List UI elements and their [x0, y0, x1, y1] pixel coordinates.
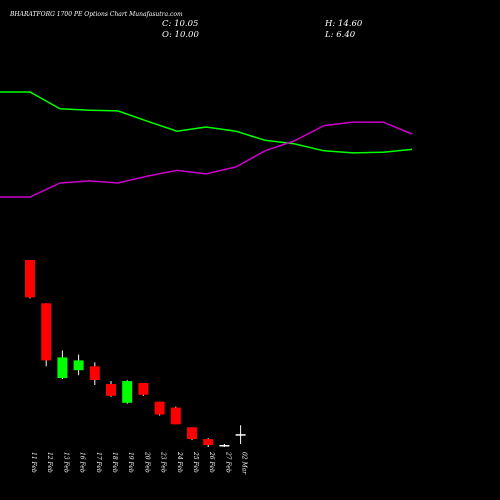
low-value: L: 6.40 — [325, 30, 356, 40]
candle-body — [57, 357, 68, 379]
candle — [122, 380, 133, 404]
candle-body — [235, 434, 246, 436]
chart-title: BHARATFORG 1700 PE Options Chart Munafas… — [10, 11, 183, 18]
x-tick-label: 19 Feb — [127, 452, 134, 473]
x-axis-ticks: 11 Feb 12 Feb 13 Feb 16 Feb 17 Feb 18 Feb 19 F… — [30, 451, 248, 475]
x-tick-label: 26 Feb — [208, 451, 215, 473]
candle — [89, 362, 100, 385]
candle — [41, 303, 52, 367]
x-tick-label: 27 Feb — [224, 451, 231, 473]
x-tick-label: 24 Feb — [176, 451, 183, 473]
x-tick-label: 13 Feb — [62, 452, 69, 473]
candle-body — [41, 303, 52, 361]
candle-body — [25, 260, 35, 298]
candle-body — [154, 401, 165, 415]
candle — [57, 350, 68, 380]
candle — [219, 444, 230, 447]
x-tick-label: 12 Feb — [46, 452, 53, 473]
candle-body — [219, 445, 230, 447]
ma-line-purple — [0, 121, 413, 198]
candle-body — [138, 383, 149, 395]
candle — [73, 354, 84, 376]
candle — [203, 438, 214, 447]
candle-body — [203, 439, 214, 445]
x-tick-label: 18 Feb — [111, 452, 118, 473]
candle — [106, 381, 116, 397]
ma-line-green — [0, 91, 413, 154]
candle — [138, 383, 149, 396]
candle — [154, 401, 165, 416]
candle-layer — [25, 260, 246, 447]
candle — [25, 260, 35, 299]
candle-body — [89, 366, 100, 381]
candle-body — [73, 360, 84, 371]
close-value: C: 10.05 — [162, 19, 199, 29]
candle-body — [187, 427, 197, 440]
candle-body — [170, 407, 181, 425]
open-value: O: 10.00 — [162, 30, 199, 40]
x-tick-label: 11 Feb — [30, 452, 37, 473]
x-tick-label: 23 Feb — [160, 451, 167, 473]
candle — [187, 427, 197, 441]
candle — [170, 406, 181, 425]
x-tick-label: 17 Feb — [95, 452, 102, 473]
candle-body — [106, 384, 116, 396]
x-tick-label: 20 Feb — [143, 451, 150, 473]
x-tick-label: 16 Feb — [79, 452, 86, 473]
high-value: H: 14.60 — [325, 19, 363, 29]
x-tick-label: 25 Feb — [192, 451, 199, 473]
candle-body — [122, 381, 133, 403]
moving-average-layer — [0, 91, 413, 198]
candle — [235, 425, 246, 444]
x-tick-label: 02 Mar — [241, 452, 248, 475]
